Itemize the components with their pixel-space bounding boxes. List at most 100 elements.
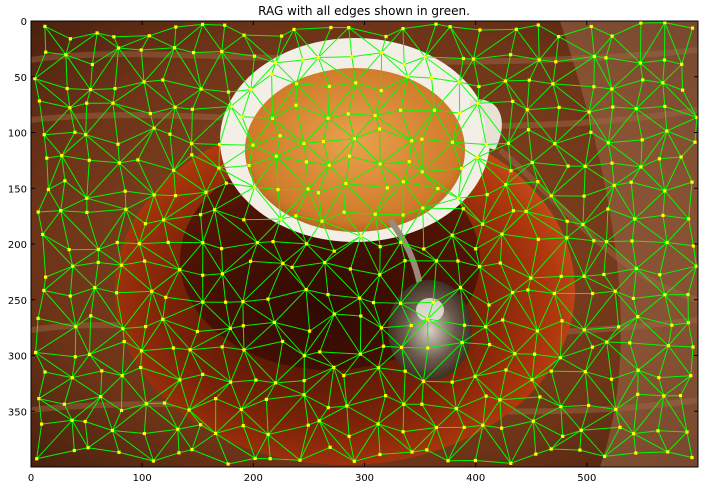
rag-node — [320, 219, 324, 223]
rag-node — [610, 87, 614, 91]
rag-node — [347, 434, 351, 438]
rag-edge — [424, 56, 464, 59]
rag-node — [41, 232, 45, 237]
rag-edge — [173, 143, 193, 171]
rag-node — [139, 365, 143, 370]
rag-edge — [140, 367, 181, 381]
rag-edge — [603, 267, 637, 275]
rag-edge — [60, 180, 66, 211]
rag-edge — [499, 399, 503, 429]
rag-edge — [275, 135, 281, 157]
rag-edge — [374, 187, 388, 215]
rag-edge — [359, 274, 381, 299]
rag-edge — [149, 113, 155, 129]
rag-edge — [321, 183, 347, 222]
rag-edge — [296, 59, 304, 84]
rag-node — [253, 456, 257, 460]
rag-edge — [69, 266, 74, 297]
rag-node — [306, 423, 310, 427]
rag-node — [73, 355, 77, 359]
rag-edge — [343, 211, 362, 237]
rag-edge — [229, 328, 245, 351]
rag-edge — [681, 64, 684, 91]
rag-edge — [153, 194, 165, 221]
rag-node — [190, 153, 194, 157]
rag-edge — [401, 347, 406, 372]
rag-node — [279, 217, 283, 221]
rag-node — [403, 259, 407, 263]
rag-edge — [348, 27, 387, 37]
rag-node — [450, 140, 454, 144]
rag-edge — [554, 275, 585, 294]
x-tick-label: 300 — [355, 473, 374, 484]
rag-edge — [499, 369, 507, 400]
rag-edge — [307, 164, 330, 190]
rag-node — [111, 101, 115, 105]
rag-edge — [629, 342, 669, 347]
rag-edge — [328, 138, 355, 166]
rag-node — [614, 407, 618, 412]
rag-edge — [124, 191, 127, 210]
rag-edge — [319, 351, 361, 355]
rag-node — [560, 319, 564, 323]
rag-edge — [200, 88, 232, 107]
rag-edge — [385, 28, 404, 37]
rag-node — [581, 222, 585, 227]
rag-edge — [550, 165, 569, 197]
rag-edge — [613, 166, 642, 186]
rag-edge — [34, 78, 71, 109]
rag-edge — [114, 47, 119, 89]
rag-edge — [426, 449, 449, 462]
rag-edge — [348, 436, 355, 462]
rag-edge — [324, 262, 351, 270]
rag-edge — [630, 166, 642, 183]
rag-node — [117, 161, 121, 165]
rag-edge — [633, 433, 668, 453]
rag-edge — [508, 142, 533, 163]
rag-node — [458, 111, 462, 115]
rag-edge — [427, 318, 463, 343]
rag-edge — [299, 446, 331, 461]
rag-edge — [85, 103, 88, 135]
rag-edge — [230, 325, 244, 329]
rag-edge — [528, 129, 533, 163]
rag-node — [504, 368, 508, 372]
rag-edge — [502, 319, 538, 332]
rag-edge — [560, 346, 593, 359]
rag-edge — [526, 83, 554, 111]
rag-node — [379, 326, 383, 330]
rag-edge — [639, 22, 642, 64]
rag-edge — [202, 273, 223, 303]
rag-node — [640, 138, 644, 142]
rag-edge — [243, 321, 275, 327]
rag-edge — [242, 425, 256, 459]
rag-edge — [642, 130, 667, 141]
rag-node — [401, 213, 405, 217]
figure-title: RAG with all edges shown in green. — [258, 4, 470, 18]
rag-node — [301, 58, 305, 62]
rag-node — [178, 378, 182, 382]
rag-edge — [505, 79, 530, 82]
rag-edge — [355, 82, 382, 92]
rag-node — [68, 106, 72, 110]
x-axis: 0 100 200 300 400 500 — [28, 21, 596, 484]
rag-edge — [141, 350, 181, 381]
rag-edge — [240, 409, 269, 435]
rag-node — [629, 180, 633, 184]
rag-edge — [482, 184, 507, 225]
rag-edge — [165, 296, 203, 303]
rag-edge — [321, 221, 335, 252]
rag-edge — [333, 313, 361, 355]
rag-edge — [324, 262, 329, 295]
rag-edge — [218, 167, 255, 188]
rag-edge — [455, 408, 465, 428]
rag-edge — [532, 421, 537, 455]
rag-edge — [375, 213, 404, 216]
rag-edge — [499, 379, 533, 401]
rag-edge — [606, 218, 636, 242]
rag-edge — [566, 237, 594, 242]
rag-edge — [637, 393, 664, 397]
rag-edge — [436, 408, 457, 428]
rag-node — [524, 209, 528, 213]
rag-edge — [346, 405, 350, 437]
